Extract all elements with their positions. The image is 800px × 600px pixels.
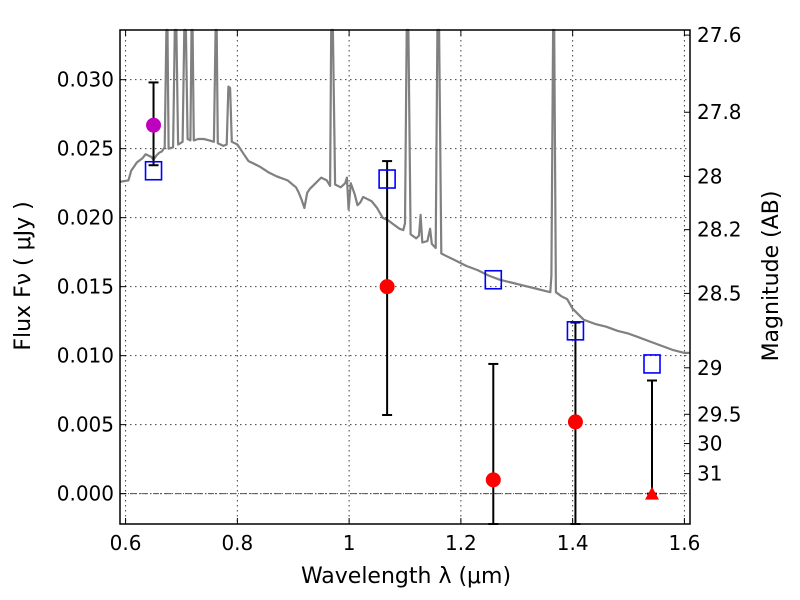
- right-tick-label: 29: [697, 356, 722, 380]
- model-boxes: [144, 160, 661, 374]
- right-axis-ticks: 27.6 27.8 28 28.2 28.5 29 29.5 30 31: [684, 23, 742, 486]
- right-tick-label: 28: [697, 164, 722, 188]
- y-tick-label: 0.030: [57, 68, 114, 92]
- model-box: [378, 169, 396, 189]
- x-tick-label: 1.2: [445, 531, 477, 555]
- data-points: [146, 117, 659, 500]
- x-tick-label: 1.4: [557, 531, 589, 555]
- right-tick-label: 28.5: [697, 281, 742, 305]
- spectrum-series: [119, 28, 690, 354]
- x-axis-label: Wavelength λ (μm): [301, 564, 511, 589]
- y-tick-label: 0.020: [57, 206, 114, 230]
- y-axis-ticks: 0.000 0.005 0.010 0.015 0.020 0.025 0.030: [57, 68, 126, 506]
- model-box: [484, 269, 503, 290]
- right-tick-label: 27.8: [697, 100, 742, 124]
- right-tick-label: 31: [697, 462, 722, 486]
- x-axis-ticks: 0.6 0.8 1 1.2 1.4 1.6: [110, 30, 701, 555]
- x-tick-label: 0.6: [110, 531, 142, 555]
- y-tick-label: 0.000: [57, 482, 114, 506]
- y-tick-label: 0.025: [57, 137, 114, 161]
- x-tick-label: 0.8: [221, 531, 253, 555]
- right-tick-label: 28.2: [697, 218, 742, 242]
- y-tick-label: 0.010: [57, 344, 114, 368]
- spectrum-line: [119, 28, 690, 354]
- x-tick-label: 1: [343, 531, 356, 555]
- right-tick-label: 30: [697, 432, 722, 456]
- plot-frame: [119, 29, 691, 525]
- y-tick-label: 0.015: [57, 275, 114, 299]
- model-box: [144, 160, 163, 181]
- x-tick-label: 1.6: [669, 531, 701, 555]
- optical-point: [146, 117, 162, 133]
- y-axis-label: Flux Fν ( μJy ): [11, 201, 36, 350]
- y-tick-label: 0.005: [57, 413, 114, 437]
- model-box: [566, 321, 585, 341]
- model-box: [643, 354, 661, 374]
- right-tick-label: 29.5: [697, 402, 742, 426]
- detection-point: [567, 414, 583, 430]
- detection-point: [379, 279, 395, 295]
- right-axis-label: Magnitude (AB): [759, 191, 784, 362]
- right-tick-label: 27.6: [697, 23, 742, 47]
- upper-limit-triangle: [645, 486, 659, 500]
- detection-point: [485, 472, 501, 488]
